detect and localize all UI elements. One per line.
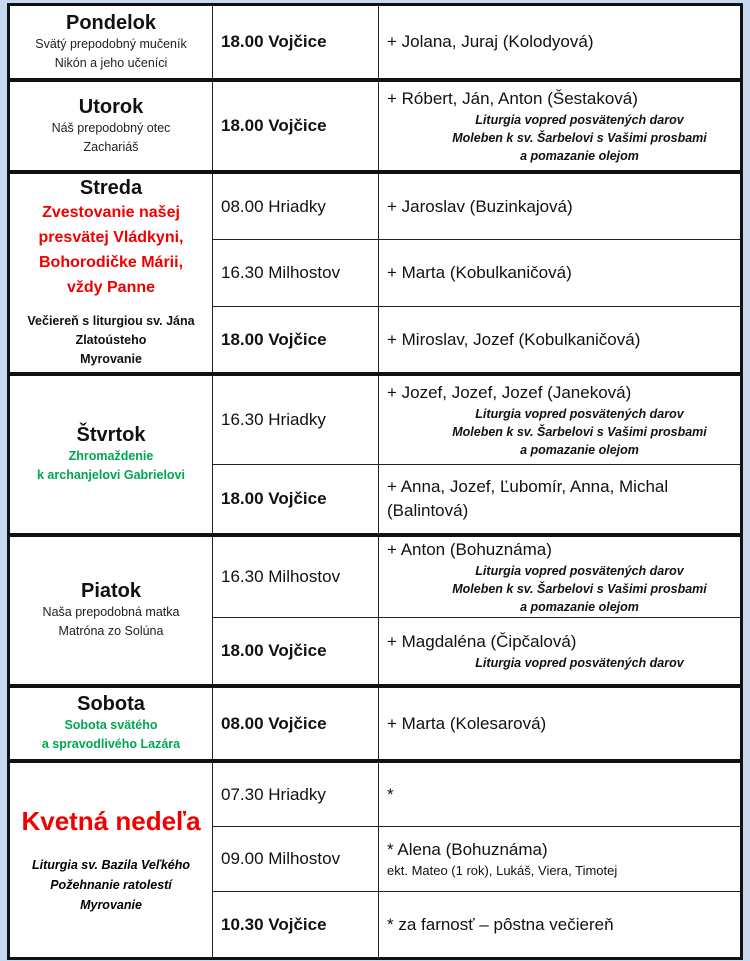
day-cell: Kvetná nedeľa Liturgia sv. Bazila Veľkého… xyxy=(10,763,213,957)
feast-day-name: Kvetná nedeľa xyxy=(21,805,201,836)
day-group: Utorok Náš prepodobný otec Zachariáš 18.00 … xyxy=(10,82,740,174)
mass-intention: + Róbert, Ján, Anton (Šestaková) Liturgia… xyxy=(379,82,740,170)
day-name: Sobota xyxy=(77,693,145,715)
mass-intention: * za farnosť – pôstna večiereň xyxy=(379,891,740,957)
mass-time-place: 09.00 Milhostov xyxy=(213,826,379,891)
feast-title: a spravodlivého Lazára xyxy=(41,737,181,751)
day-cell: Sobota Sobota svätého a spravodlivého Lazá… xyxy=(10,688,213,759)
intention-extra: ekt. Mateo (1 rok), Lukáš, Viera, Timote… xyxy=(387,863,618,878)
day-cell: Pondelok Svätý prepodobný mučeník Nikón a … xyxy=(10,6,213,78)
service-note: Požehnanie ratolestí xyxy=(50,877,172,892)
intention-text: + Magdaléna (Čipčalová) xyxy=(387,632,577,651)
day-cell: Piatok Naša prepodobná matka Matróna zo So… xyxy=(10,537,213,684)
mass-intention: + Marta (Kobulkaničová) xyxy=(379,239,740,306)
service-note: a pomazanie olejom xyxy=(520,600,639,614)
mass-intention: * xyxy=(379,763,740,826)
intention-text: + Marta (Kobulkaničová) xyxy=(387,263,572,282)
service-note: a pomazanie olejom xyxy=(520,443,639,457)
mass-time-place: 10.30 Vojčice xyxy=(213,891,379,957)
service-note: Liturgia vopred posvätených darov xyxy=(475,113,684,127)
service-note: Liturgia vopred posvätených darov xyxy=(475,564,684,578)
intention-text: * za farnosť – pôstna večiereň xyxy=(387,914,614,934)
intention-text: + Jolana, Juraj (Kolodyová) xyxy=(387,32,594,51)
saint-of-day: Naša prepodobná matka xyxy=(42,605,180,619)
feast-title: presvätej Vládkyni, xyxy=(38,229,184,246)
mass-intention: + Jolana, Juraj (Kolodyová) xyxy=(379,6,740,78)
day-group: Streda Zvestovanie našej presvätej Vládkyn… xyxy=(10,174,740,376)
day-cell: Streda Zvestovanie našej presvätej Vládkyn… xyxy=(10,174,213,372)
day-group: Sobota Sobota svätého a spravodlivého Lazá… xyxy=(10,688,740,763)
day-cell: Utorok Náš prepodobný otec Zachariáš xyxy=(10,82,213,170)
mass-time-place: 16.30 Milhostov xyxy=(213,239,379,306)
mass-intention: + Magdaléna (Čipčalová) Liturgia vopred p… xyxy=(379,617,740,684)
day-name: Piatok xyxy=(80,580,142,602)
saint-of-day: Svätý prepodobný mučeník xyxy=(35,36,187,51)
mass-time-place: 18.00 Vojčice xyxy=(213,617,379,684)
day-group: Piatok Naša prepodobná matka Matróna zo So… xyxy=(10,537,740,688)
service-note: Myrovanie xyxy=(80,352,142,366)
day-name: Pondelok xyxy=(65,11,156,34)
intention-text: * xyxy=(387,784,394,804)
service-note: Moleben k sv. Šarbelovi s Vašimi prosbam… xyxy=(452,425,707,439)
service-note: a pomazanie olejom xyxy=(520,149,639,163)
intention-text: + Anton (Bohuznáma) xyxy=(387,540,552,559)
mass-time-place: 07.30 Hriadky xyxy=(213,763,379,826)
saint-of-day: Matróna zo Solúna xyxy=(58,624,164,638)
service-note: Liturgia vopred posvätených darov xyxy=(475,656,684,670)
mass-time-place: 08.00 Vojčice xyxy=(213,688,379,759)
mass-schedule-table: Pondelok Svätý prepodobný mučeník Nikón a … xyxy=(7,3,743,960)
service-note: Večiereň s liturgiou sv. Jána xyxy=(27,314,195,328)
mass-intention: + Jaroslav (Buzinkajová) xyxy=(379,174,740,239)
mass-time-place: 16.30 Milhostov xyxy=(213,537,379,617)
service-note: Myrovanie xyxy=(80,897,142,912)
service-note: Liturgia vopred posvätených darov xyxy=(475,407,684,421)
saint-of-day: Nikón a jeho učeníci xyxy=(54,55,168,70)
intention-text: + Miroslav, Jozef (Kobulkaničová) xyxy=(387,329,641,349)
day-group: Pondelok Svätý prepodobný mučeník Nikón a … xyxy=(10,6,740,82)
mass-time-place: 16.30 Hriadky xyxy=(213,376,379,464)
mass-intention: + Miroslav, Jozef (Kobulkaničová) xyxy=(379,306,740,372)
feast-title: Zvestovanie našej xyxy=(42,204,180,221)
mass-time-place: 18.00 Vojčice xyxy=(213,464,379,533)
intention-text: + Jaroslav (Buzinkajová) xyxy=(387,196,573,216)
feast-title: Zhromaždenie xyxy=(68,449,154,463)
day-cell: Štvrtok Zhromaždenie k archanjelovi Gabrie… xyxy=(10,376,213,533)
day-name: Utorok xyxy=(78,95,144,118)
mass-intention: * Alena (Bohuznáma) ekt. Mateo (1 rok), L… xyxy=(379,826,740,891)
day-group: Kvetná nedeľa Liturgia sv. Bazila Veľkého… xyxy=(10,763,740,957)
mass-time-place: 18.00 Vojčice xyxy=(213,306,379,372)
service-note: Liturgia sv. Bazila Veľkého xyxy=(31,857,190,872)
intention-text: + Jozef, Jozef, Jozef (Janeková) xyxy=(387,383,632,402)
mass-time-place: 18.00 Vojčice xyxy=(213,6,379,78)
feast-title: Bohorodičke Márii, xyxy=(38,254,184,271)
service-note: Zlatoústeho xyxy=(75,333,147,347)
day-name: Štvrtok xyxy=(76,424,146,446)
feast-title: k archanjelovi Gabrielovi xyxy=(37,468,185,482)
mass-intention: + Marta (Kolesarová) xyxy=(379,688,740,759)
intention-text: + Anna, Jozef, Ľubomír, Anna, Michal (Ba… xyxy=(387,477,669,520)
feast-title: Sobota svätého xyxy=(64,718,158,732)
mass-intention: + Anna, Jozef, Ľubomír, Anna, Michal (Ba… xyxy=(379,464,740,533)
service-note: Moleben k sv. Šarbelovi s Vašimi prosbam… xyxy=(452,582,707,596)
mass-intention: + Anton (Bohuznáma) Liturgia vopred posvä… xyxy=(379,537,740,617)
intention-text: * Alena (Bohuznáma) xyxy=(387,840,548,859)
mass-time-place: 08.00 Hriadky xyxy=(213,174,379,239)
mass-intention: + Jozef, Jozef, Jozef (Janeková) Liturgia… xyxy=(379,376,740,464)
day-name: Streda xyxy=(79,177,143,199)
mass-time-place: 18.00 Vojčice xyxy=(213,82,379,170)
intention-text: + Marta (Kolesarová) xyxy=(387,713,547,733)
service-note: Moleben k sv. Šarbelovi s Vašimi prosbam… xyxy=(452,131,707,145)
saint-of-day: Zachariáš xyxy=(83,139,139,154)
saint-of-day: Náš prepodobný otec xyxy=(51,120,171,135)
day-group: Štvrtok Zhromaždenie k archanjelovi Gabrie… xyxy=(10,376,740,537)
intention-text: + Róbert, Ján, Anton (Šestaková) xyxy=(387,89,638,108)
feast-title: vždy Panne xyxy=(66,279,156,296)
